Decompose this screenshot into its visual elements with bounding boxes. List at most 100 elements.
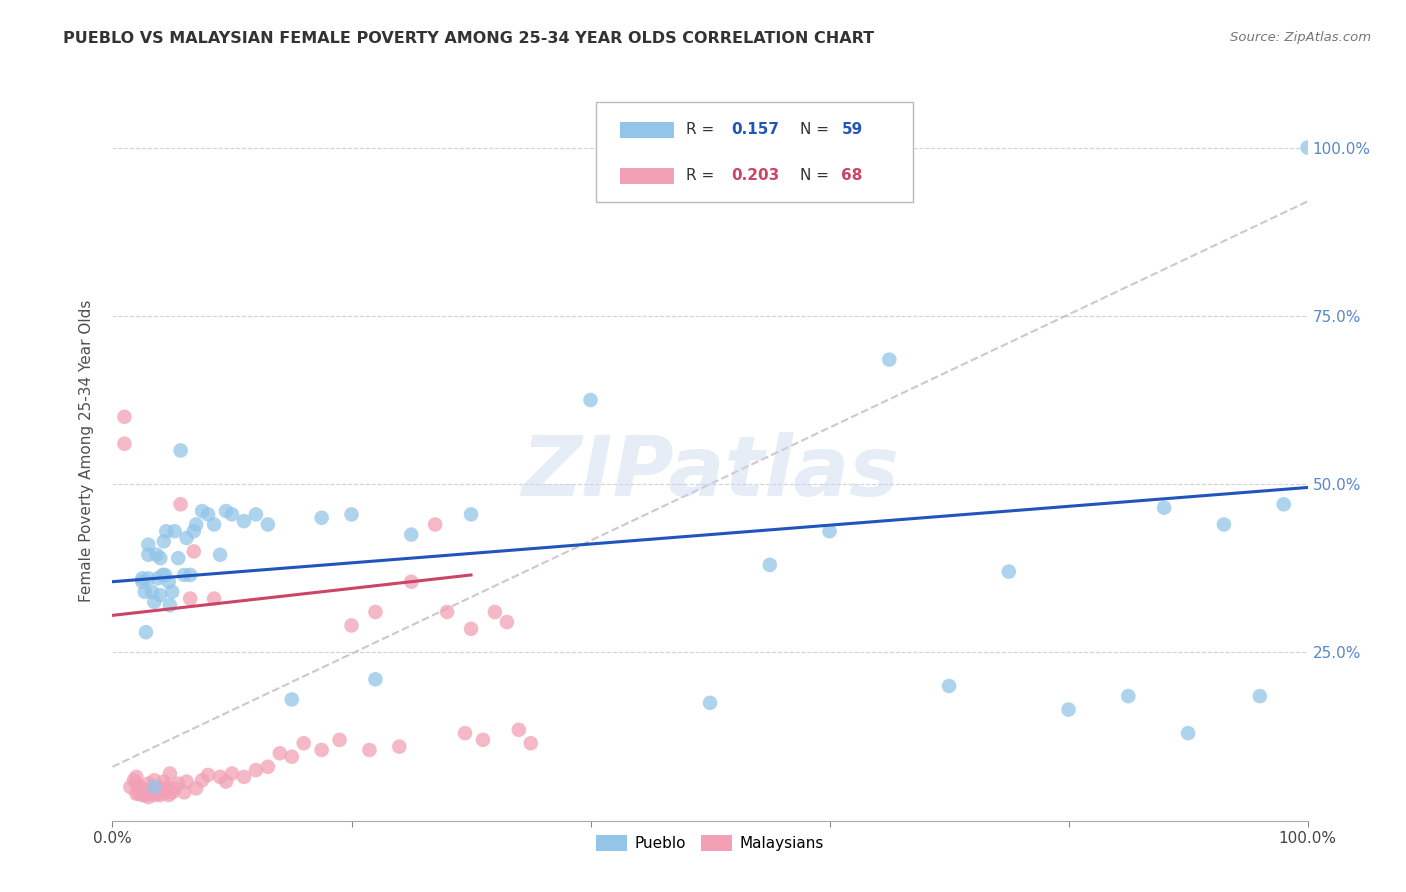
Point <box>340 618 363 632</box>
Point <box>1272 497 1295 511</box>
Point <box>159 599 181 613</box>
Text: 59: 59 <box>842 122 863 137</box>
Text: 0.157: 0.157 <box>731 122 779 137</box>
Point <box>699 696 721 710</box>
Point <box>155 524 177 539</box>
Point <box>1177 726 1199 740</box>
Point <box>329 732 352 747</box>
Point <box>131 788 153 802</box>
Point <box>191 504 214 518</box>
Point <box>163 781 186 796</box>
Point <box>167 551 190 566</box>
Point <box>125 776 148 791</box>
Point <box>209 548 232 562</box>
Point <box>759 558 782 572</box>
Point <box>191 773 214 788</box>
Point <box>141 584 163 599</box>
Point <box>186 517 208 532</box>
Point <box>129 783 152 797</box>
Point <box>209 770 232 784</box>
Point <box>131 785 153 799</box>
Point <box>1057 703 1080 717</box>
Point <box>149 588 172 602</box>
Point <box>162 785 183 799</box>
Point <box>139 785 162 799</box>
Point <box>183 524 205 539</box>
Point <box>162 584 183 599</box>
Point <box>472 732 495 747</box>
Point <box>138 787 160 801</box>
Point <box>186 781 208 796</box>
Point <box>215 774 238 789</box>
Point <box>311 743 333 757</box>
Point <box>169 443 191 458</box>
Point <box>138 790 160 805</box>
Point <box>998 565 1021 579</box>
Point <box>122 773 145 788</box>
Point <box>245 508 267 522</box>
Point <box>152 568 174 582</box>
Point <box>134 788 156 802</box>
Point <box>269 747 291 761</box>
Text: 0.203: 0.203 <box>731 169 780 183</box>
Point <box>179 591 201 606</box>
Point <box>167 776 190 791</box>
Point <box>281 692 304 706</box>
Point <box>425 517 447 532</box>
Legend: Pueblo, Malaysians: Pueblo, Malaysians <box>591 830 830 857</box>
Point <box>173 568 195 582</box>
Point <box>138 776 160 791</box>
Point <box>818 524 841 539</box>
Point <box>128 787 150 801</box>
Point <box>179 568 201 582</box>
Point <box>114 436 135 450</box>
Point <box>143 773 166 788</box>
Point <box>138 548 160 562</box>
FancyBboxPatch shape <box>620 168 675 184</box>
Point <box>388 739 411 754</box>
Text: PUEBLO VS MALAYSIAN FEMALE POVERTY AMONG 25-34 YEAR OLDS CORRELATION CHART: PUEBLO VS MALAYSIAN FEMALE POVERTY AMONG… <box>63 31 875 46</box>
Point <box>292 736 315 750</box>
FancyBboxPatch shape <box>620 121 675 138</box>
Point <box>125 770 148 784</box>
Point <box>183 544 205 558</box>
Point <box>281 749 304 764</box>
Point <box>221 508 243 522</box>
Point <box>176 774 198 789</box>
Point <box>454 726 477 740</box>
Point <box>1213 517 1236 532</box>
Point <box>131 571 153 585</box>
Text: 68: 68 <box>842 169 863 183</box>
Point <box>143 595 166 609</box>
Point <box>1249 689 1271 703</box>
Text: N =: N = <box>800 169 834 183</box>
Point <box>484 605 506 619</box>
FancyBboxPatch shape <box>596 103 914 202</box>
Point <box>155 780 177 794</box>
Point <box>159 766 181 780</box>
Point <box>460 622 482 636</box>
Point <box>401 574 423 589</box>
Point <box>496 615 519 629</box>
Y-axis label: Female Poverty Among 25-34 Year Olds: Female Poverty Among 25-34 Year Olds <box>79 300 94 601</box>
Point <box>153 785 176 799</box>
Point <box>176 531 198 545</box>
Point <box>233 770 256 784</box>
Point <box>215 504 238 518</box>
Point <box>364 673 387 687</box>
Text: ZIPatlas: ZIPatlas <box>522 432 898 513</box>
Point <box>149 551 172 566</box>
Point <box>257 760 280 774</box>
Point <box>1153 500 1175 515</box>
Point <box>157 574 180 589</box>
Point <box>145 785 167 799</box>
Point <box>202 591 225 606</box>
Point <box>169 497 191 511</box>
Point <box>401 527 423 541</box>
Point <box>157 788 180 802</box>
Point <box>508 723 530 737</box>
Text: N =: N = <box>800 122 834 137</box>
Point <box>364 605 387 619</box>
Point <box>311 510 333 524</box>
Point <box>221 766 243 780</box>
